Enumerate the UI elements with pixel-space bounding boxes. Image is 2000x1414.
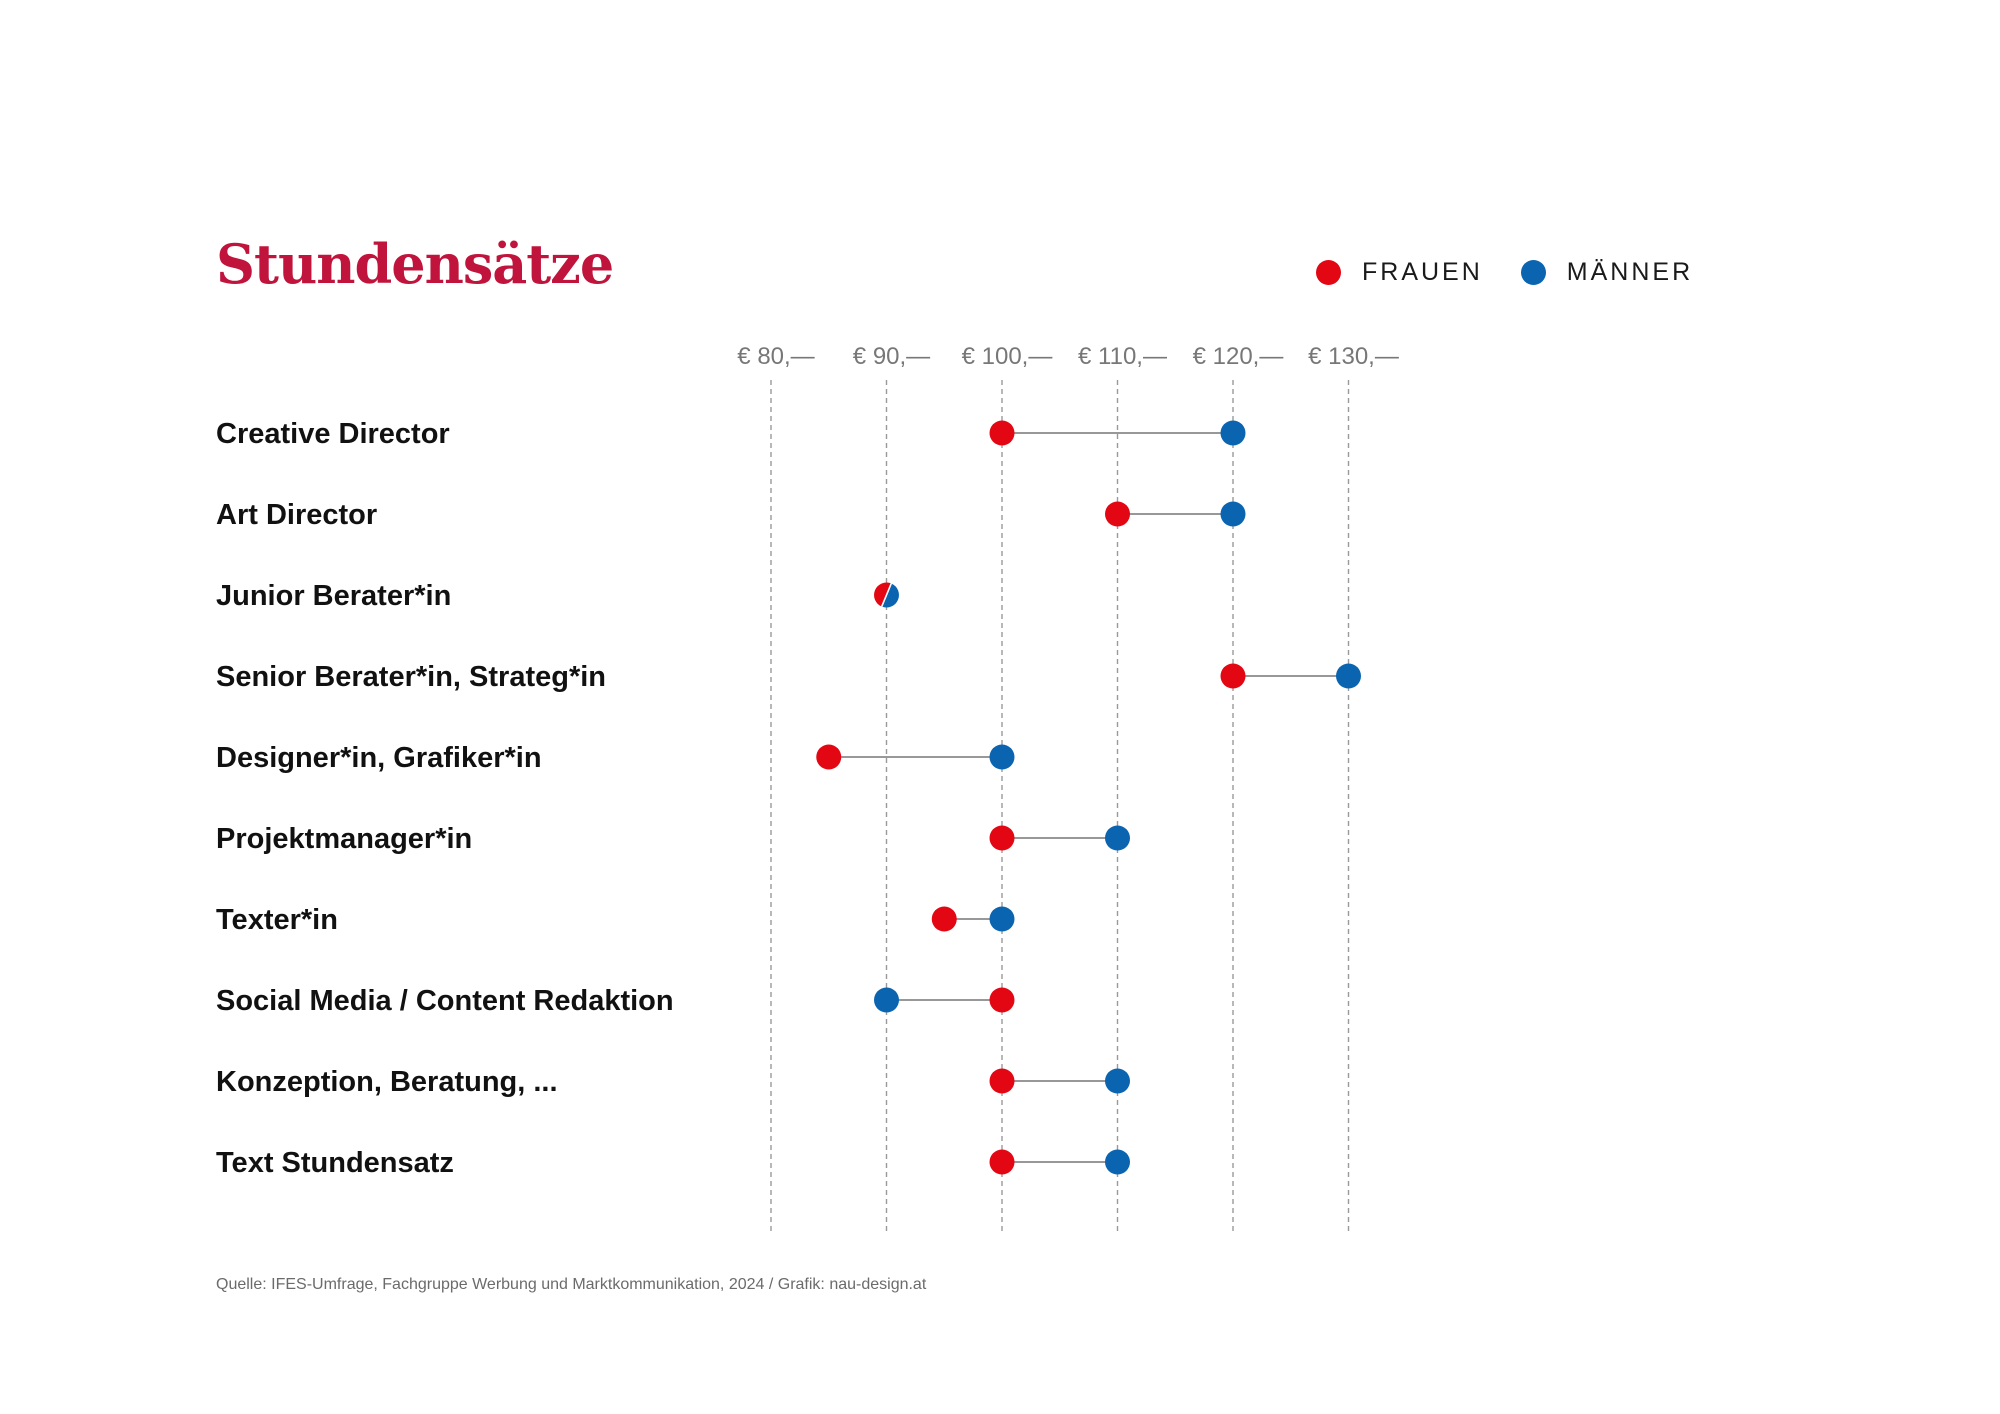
point-maenner bbox=[989, 906, 1015, 932]
point-maenner bbox=[874, 987, 899, 1013]
point-maenner bbox=[1105, 1068, 1130, 1094]
point-maenner bbox=[989, 744, 1015, 770]
legend-label-frauen: FRAUEN bbox=[1362, 258, 1483, 286]
point-frauen bbox=[989, 825, 1015, 851]
legend: FRAUEN MÄNNER bbox=[1316, 258, 1731, 287]
chart-title: Stundensätze bbox=[216, 232, 614, 296]
tick-label: € 80,— bbox=[737, 343, 814, 370]
category-label: Art Director bbox=[216, 499, 377, 531]
source-note: Quelle: IFES-Umfrage, Fachgruppe Werbung… bbox=[216, 1276, 927, 1293]
category-label: Creative Director bbox=[216, 418, 450, 450]
category-label: Konzeption, Beratung, ... bbox=[216, 1066, 558, 1098]
point-maenner bbox=[1220, 420, 1246, 446]
category-label: Designer*in, Grafiker*in bbox=[216, 742, 542, 774]
category-label: Junior Berater*in bbox=[216, 580, 451, 612]
point-frauen bbox=[989, 420, 1015, 446]
legend-item-frauen: FRAUEN bbox=[1316, 258, 1483, 287]
tick-label: € 100,— bbox=[962, 343, 1053, 370]
point-maenner bbox=[1105, 825, 1130, 851]
point-frauen bbox=[1220, 663, 1246, 689]
point-maenner bbox=[1220, 501, 1246, 527]
tick-label: € 110,— bbox=[1078, 343, 1167, 370]
category-label: Senior Berater*in, Strateg*in bbox=[216, 661, 606, 693]
legend-marker-frauen bbox=[1316, 260, 1341, 285]
category-label: Text Stundensatz bbox=[216, 1147, 454, 1179]
point-frauen bbox=[989, 987, 1015, 1013]
point-maenner bbox=[1336, 663, 1361, 689]
point-frauen bbox=[931, 906, 957, 932]
category-label: Social Media / Content Redaktion bbox=[216, 985, 674, 1017]
legend-marker-maenner bbox=[1520, 260, 1546, 285]
point-frauen bbox=[816, 744, 842, 770]
tick-label: € 120,— bbox=[1193, 343, 1284, 370]
point-frauen bbox=[1105, 501, 1130, 527]
point-frauen bbox=[874, 582, 892, 607]
split-divider bbox=[880, 583, 893, 607]
tick-label: € 90,— bbox=[853, 343, 930, 370]
category-label: Texter*in bbox=[216, 904, 338, 936]
point-maenner bbox=[1105, 1149, 1130, 1175]
point-frauen bbox=[989, 1149, 1015, 1175]
legend-item-maenner: MÄNNER bbox=[1520, 258, 1694, 287]
category-label: Projektmanager*in bbox=[216, 823, 472, 855]
point-frauen bbox=[989, 1068, 1015, 1094]
legend-label-maenner: MÄNNER bbox=[1566, 258, 1694, 286]
tick-label: € 130,— bbox=[1308, 343, 1399, 370]
point-maenner bbox=[881, 583, 899, 608]
